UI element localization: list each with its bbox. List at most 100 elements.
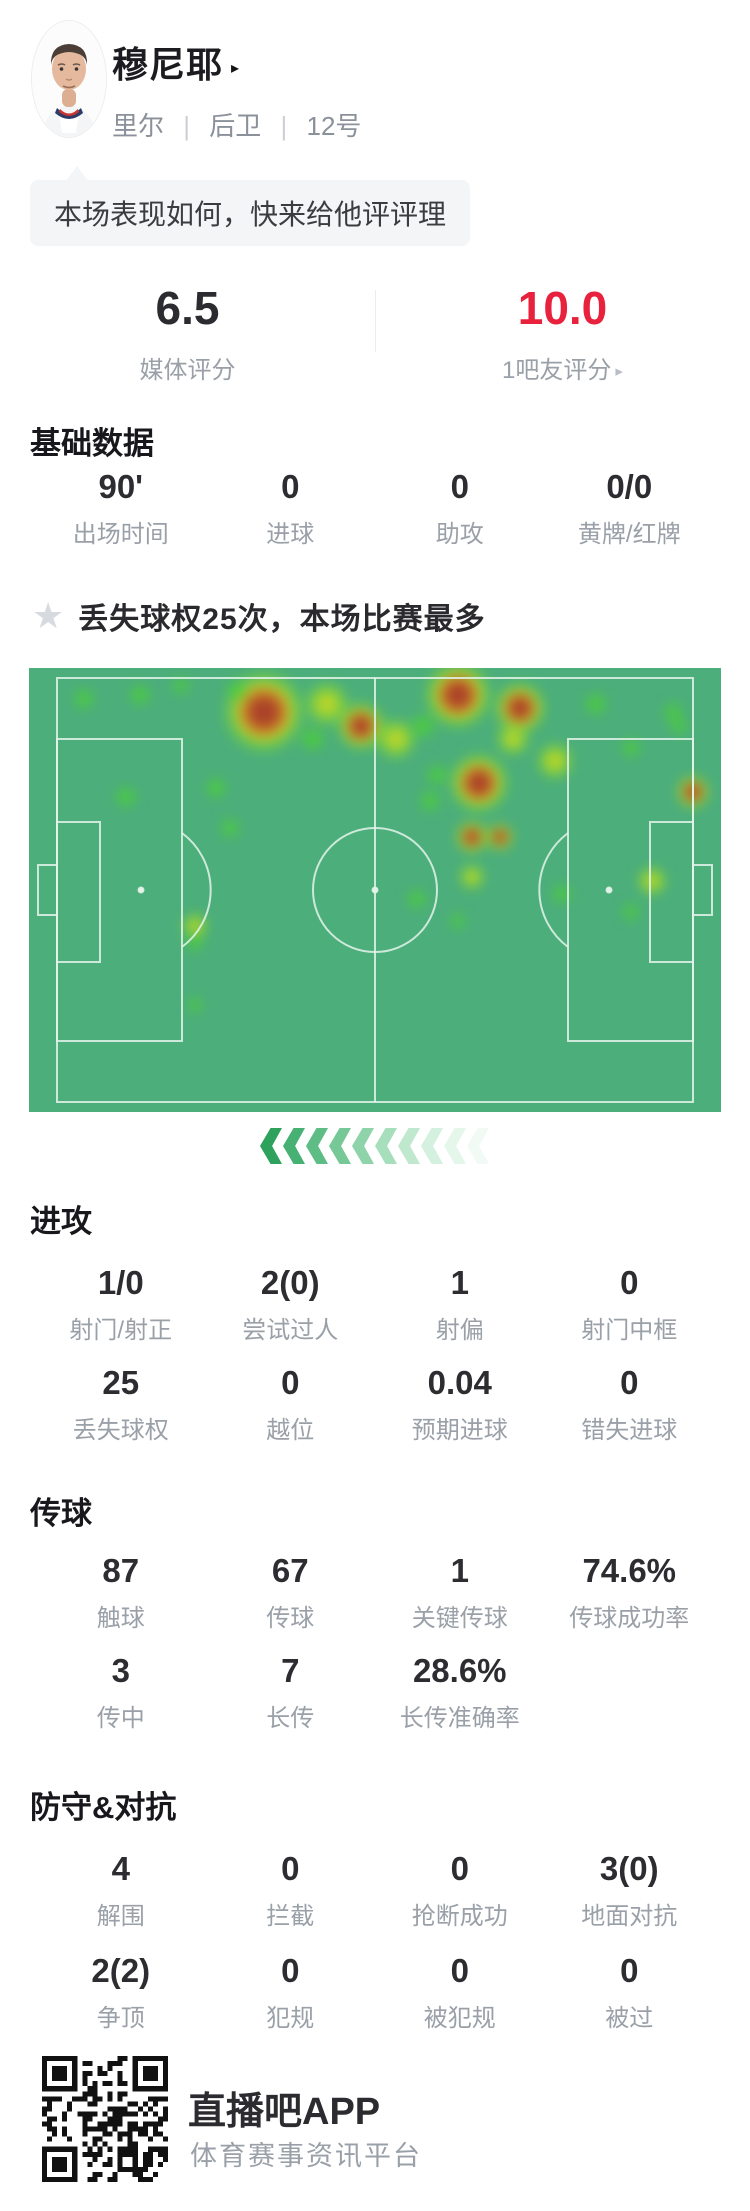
stat-cell: 0 抢断成功 xyxy=(375,1850,545,1931)
chevron-left-icon xyxy=(306,1128,328,1164)
defense-stats-row: 2(2) 争顶 0 犯规 0 被犯规 0 被过 xyxy=(36,1952,714,2033)
stat-label: 尝试过人 xyxy=(242,1317,339,1344)
stat-cell: 0 错失进球 xyxy=(545,1364,715,1445)
stat-value: 25 xyxy=(102,1364,140,1401)
heat-point xyxy=(224,678,249,703)
player-position: 后卫 xyxy=(209,111,262,141)
media-rating: 6.5 媒体评分 xyxy=(0,282,375,385)
heat-point xyxy=(72,687,97,712)
stat-value: 1 xyxy=(450,1264,469,1301)
stat-label: 拦截 xyxy=(266,1903,315,1930)
defense-stats-row: 4 解围 0 拦截 0 抢断成功 3(0) 地面对抗 xyxy=(36,1850,714,1931)
stat-cell: 0 越位 xyxy=(206,1364,376,1445)
stat-value: 0 xyxy=(281,1952,300,1989)
passing-stats-row: 3 传中 7 长传 28.6% 长传准确率 xyxy=(36,1652,714,1733)
stat-label: 错失进球 xyxy=(581,1417,678,1444)
stat-value: 67 xyxy=(271,1552,309,1589)
passing-stats-row: 87 触球 67 传球 1 关键传球 74.6% 传球成功率 xyxy=(36,1552,714,1633)
heat-point xyxy=(127,682,152,707)
heat-point xyxy=(621,902,642,923)
player-name[interactable]: 穆尼耶 ▸ xyxy=(112,44,241,85)
stat-label: 助攻 xyxy=(435,521,484,548)
rate-player-banner[interactable]: 本场表现如何，快来给他评评理 xyxy=(30,180,471,246)
stat-cell: 28.6% 长传准确率 xyxy=(375,1652,545,1733)
stat-label: 丢失球权 xyxy=(72,1417,169,1444)
stat-label: 出场时间 xyxy=(72,521,169,548)
stat-value: 0 xyxy=(281,1364,300,1401)
heat-point xyxy=(446,751,511,816)
media-rating-value: 6.5 xyxy=(155,282,220,334)
chevron-left-icon xyxy=(421,1128,443,1164)
stat-value: 74.6% xyxy=(582,1552,677,1589)
stat-cell: 0.04 预期进球 xyxy=(375,1364,545,1445)
stat-value: 2(0) xyxy=(260,1264,320,1301)
stat-label: 地面对抗 xyxy=(581,1903,678,1930)
stat-value: 0 xyxy=(450,468,469,505)
stat-value: 90' xyxy=(98,468,144,505)
player-meta: 里尔 | 后卫 | 12号 xyxy=(112,106,361,143)
stat-value: 0 xyxy=(281,1850,300,1887)
stat-cell: 0 助攻 xyxy=(375,468,545,549)
stat-cell: 0/0 黄牌/红牌 xyxy=(545,468,715,549)
app-name: 直播吧APP xyxy=(188,2091,381,2133)
stat-cell: 0 拦截 xyxy=(206,1850,376,1931)
banner-pointer xyxy=(66,166,88,181)
stat-label: 预期进球 xyxy=(411,1417,508,1444)
stat-label: 长传准确率 xyxy=(399,1705,520,1732)
fan-rating[interactable]: 10.0 1吧友评分 ▸ xyxy=(375,282,750,385)
heat-point xyxy=(409,711,438,740)
heat-point xyxy=(457,862,486,891)
stat-value: 0 xyxy=(450,1850,469,1887)
stat-label: 传中 xyxy=(96,1705,145,1732)
stat-label: 关键传球 xyxy=(411,1605,508,1632)
stat-label: 犯规 xyxy=(266,2005,315,2032)
player-photo xyxy=(32,21,106,137)
attack-stats-row: 25 丢失球权 0 越位 0.04 预期进球 0 错失进球 xyxy=(36,1364,714,1445)
stat-cell: 0 被过 xyxy=(545,1952,715,2033)
qr-code xyxy=(42,2056,168,2182)
media-rating-label: 媒体评分 xyxy=(139,357,236,384)
stat-label: 射门中框 xyxy=(581,1317,678,1344)
meta-separator: | xyxy=(183,111,191,141)
stat-value: 2(2) xyxy=(91,1952,151,1989)
fan-rating-label: 1吧友评分 ▸ xyxy=(502,357,623,384)
stat-value: 0 xyxy=(620,1364,639,1401)
stat-cell: 0 被犯规 xyxy=(375,1952,545,2033)
section-title-basic: 基础数据 xyxy=(30,426,154,461)
stat-label: 争顶 xyxy=(96,2005,145,2032)
chevron-right-icon: ▸ xyxy=(231,60,241,77)
heat-point xyxy=(203,775,228,800)
chevron-left-icon xyxy=(329,1128,351,1164)
section-title-passing: 传球 xyxy=(30,1496,92,1531)
stat-label: 射门/射正 xyxy=(69,1317,173,1344)
chevron-left-icon xyxy=(444,1128,466,1164)
chevron-right-icon: ▸ xyxy=(615,363,623,380)
stat-cell: 3(0) 地面对抗 xyxy=(545,1850,715,1931)
stat-value: 1 xyxy=(450,1552,469,1589)
heat-point xyxy=(218,816,241,839)
heat-point xyxy=(583,690,610,717)
heat-point xyxy=(620,736,643,759)
heat-point xyxy=(495,721,532,758)
chevron-left-icon xyxy=(260,1128,282,1164)
stat-cell: 1 关键传球 xyxy=(375,1552,545,1633)
stat-cell: 0 犯规 xyxy=(206,1952,376,2033)
stat-value: 0 xyxy=(620,1952,639,1989)
stat-value: 0/0 xyxy=(606,468,653,505)
stat-value: 3(0) xyxy=(599,1850,659,1887)
attack-stats-row: 1/0 射门/射正 2(0) 尝试过人 1 射偏 0 射门中框 xyxy=(36,1264,714,1345)
stat-cell: 7 长传 xyxy=(206,1652,376,1733)
stat-cell: 1 射偏 xyxy=(375,1264,545,1345)
stat-cell: 1/0 射门/射正 xyxy=(36,1264,206,1345)
stat-label: 抢断成功 xyxy=(411,1903,508,1930)
player-avatar[interactable] xyxy=(31,20,107,138)
heat-point xyxy=(425,762,450,787)
chevron-left-icon xyxy=(375,1128,397,1164)
stat-label: 黄牌/红牌 xyxy=(577,521,681,548)
star-icon: ★ xyxy=(32,595,65,636)
chevron-left-icon xyxy=(352,1128,374,1164)
heat-point xyxy=(171,675,192,696)
stat-label: 传球 xyxy=(266,1605,315,1632)
stat-cell: 4 解围 xyxy=(36,1850,206,1931)
